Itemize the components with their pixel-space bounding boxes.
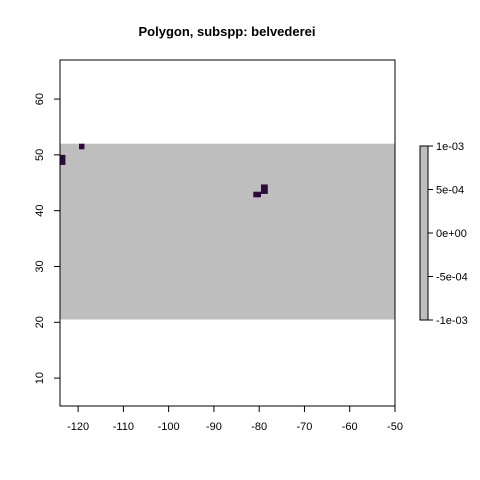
x-tick-label: -120 (67, 421, 89, 433)
chart-title: Polygon, subspp: belvederei (139, 24, 316, 39)
legend-tick-label: 5e-04 (436, 185, 464, 197)
raster-layer (60, 143, 395, 320)
legend-bar (419, 145, 429, 321)
x-tick-label: -110 (113, 421, 134, 433)
x-tick-label: -80 (251, 421, 267, 433)
x-tick-label: -100 (158, 421, 180, 433)
x-tick-label: -50 (387, 421, 403, 433)
x-tick-label: -70 (297, 421, 313, 433)
y-tick-label: 20 (34, 316, 46, 328)
legend-tick-label: -5e-04 (436, 272, 468, 284)
legend-tick-label: 0e+00 (436, 228, 467, 240)
legend-tick-label: 1e-03 (436, 141, 464, 153)
y-tick-label: 10 (34, 372, 46, 384)
legend-tick-label: -1e-03 (436, 315, 468, 327)
y-tick-label: 40 (34, 205, 46, 217)
raster-cell (79, 143, 85, 150)
x-tick-label: -90 (206, 421, 222, 433)
y-axis: 10 20 30 40 50 60 (34, 93, 61, 384)
y-tick-label: 50 (34, 149, 46, 161)
x-tick-label: -60 (342, 421, 358, 433)
x-axis: -120 -110 -100 -90 -80 -70 -60 -50 (67, 405, 403, 433)
occurrence-cells (60, 143, 268, 198)
raster-cell (261, 184, 268, 194)
raster-cell (60, 154, 66, 165)
raster-band (60, 143, 395, 320)
y-tick-label: 30 (34, 260, 46, 272)
y-tick-label: 60 (34, 93, 46, 105)
raster-cell (253, 191, 261, 198)
legend: -1e-03 -5e-04 0e+00 5e-04 1e-03 (419, 141, 468, 327)
